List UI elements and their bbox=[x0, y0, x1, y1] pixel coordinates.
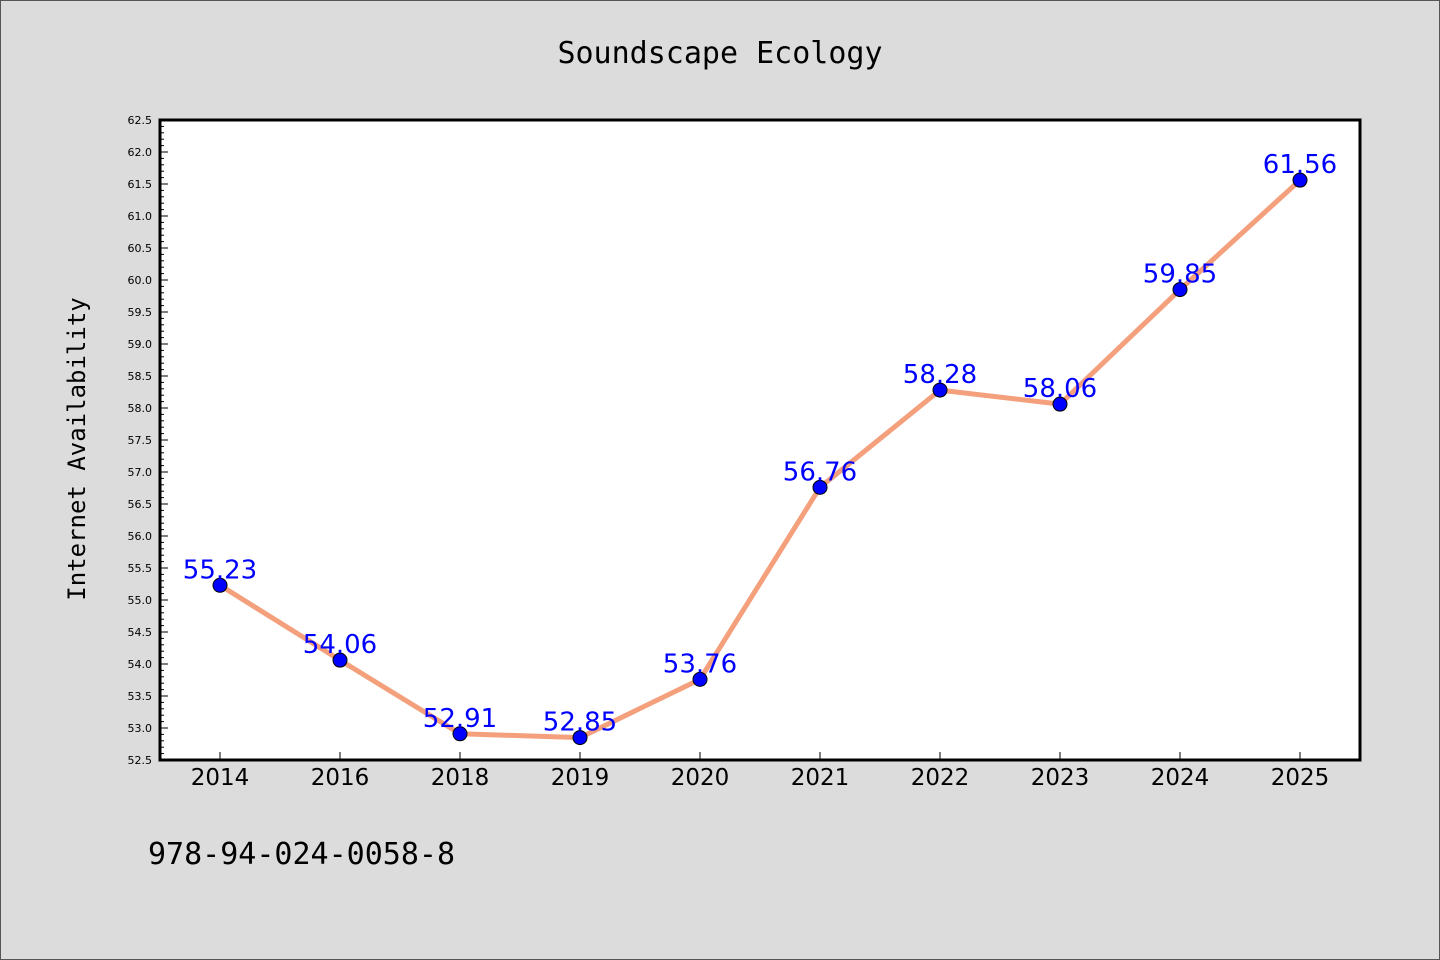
y-tick-label: 62.0 bbox=[128, 146, 153, 159]
data-label: 56.76 bbox=[783, 457, 857, 487]
footnote-isbn: 978-94-024-0058-8 bbox=[148, 837, 455, 872]
y-tick-label: 53.0 bbox=[128, 722, 153, 735]
y-axis-label: Internet Availability bbox=[63, 297, 91, 600]
y-tick-label: 62.5 bbox=[128, 114, 153, 127]
data-label: 52.91 bbox=[423, 704, 497, 734]
data-point bbox=[1172, 282, 1188, 298]
x-tick-label: 2022 bbox=[911, 765, 970, 791]
y-tick-label: 59.5 bbox=[128, 306, 153, 319]
y-tick-label: 54.5 bbox=[128, 626, 153, 639]
y-tick-label: 57.0 bbox=[128, 466, 153, 479]
x-tick-label: 2025 bbox=[1271, 765, 1330, 791]
y-tick-label: 55.5 bbox=[128, 562, 153, 575]
data-label: 53.76 bbox=[663, 649, 737, 679]
y-tick-label: 57.5 bbox=[128, 434, 153, 447]
data-point bbox=[1052, 396, 1068, 412]
data-label: 61.56 bbox=[1263, 150, 1337, 180]
y-tick-label: 60.5 bbox=[128, 242, 153, 255]
y-tick-label: 55.0 bbox=[128, 594, 153, 607]
y-tick-label: 60.0 bbox=[128, 274, 153, 287]
y-tick-label: 61.0 bbox=[128, 210, 153, 223]
y-tick-label: 54.0 bbox=[128, 658, 153, 671]
series-line bbox=[217, 177, 1303, 741]
data-label: 59.85 bbox=[1143, 260, 1217, 290]
y-axis-ticks: 52.5 53.0 53.5 54.0 54.5 55.0 55.5 56.0 56.5 57.0… bbox=[128, 114, 168, 767]
y-tick-label: 58.0 bbox=[128, 402, 153, 415]
y-tick-label: 61.5 bbox=[128, 178, 153, 191]
y-tick-label: 58.5 bbox=[128, 370, 153, 383]
plot-border bbox=[158, 118, 1362, 762]
data-point bbox=[572, 730, 588, 746]
data-label: 55.23 bbox=[183, 555, 257, 585]
y-tick-label: 56.0 bbox=[128, 530, 153, 543]
x-axis-ticks: 2014 2016 2018 2019 2020 2021 2022 2023 2024 2025 bbox=[191, 752, 1330, 791]
data-markers bbox=[212, 172, 1308, 746]
y-tick-label: 56.5 bbox=[128, 498, 153, 511]
x-tick-label: 2020 bbox=[671, 765, 730, 791]
x-tick-label: 2023 bbox=[1031, 765, 1090, 791]
data-label: 54.06 bbox=[303, 630, 377, 660]
data-point bbox=[932, 382, 948, 398]
data-point bbox=[692, 671, 708, 687]
x-tick-label: 2018 bbox=[431, 765, 490, 791]
data-point bbox=[332, 652, 348, 668]
data-label: 58.28 bbox=[903, 360, 977, 390]
data-point bbox=[212, 577, 228, 593]
chart-title: Soundscape Ecology bbox=[557, 36, 882, 71]
x-tick-label: 2014 bbox=[191, 765, 250, 791]
data-labels: 55.23 54.06 52.91 52.85 53.76 56.76 58.28 58.06… bbox=[183, 150, 1337, 737]
y-tick-label: 52.5 bbox=[128, 754, 153, 767]
x-tick-label: 2021 bbox=[791, 765, 850, 791]
data-point bbox=[1292, 172, 1308, 188]
plot-area bbox=[160, 120, 1360, 760]
y-tick-label: 53.5 bbox=[128, 690, 153, 703]
data-label: 52.85 bbox=[543, 708, 617, 738]
x-tick-label: 2019 bbox=[551, 765, 610, 791]
data-point bbox=[452, 726, 468, 742]
y-tick-label: 59.0 bbox=[128, 338, 153, 351]
data-point bbox=[812, 479, 828, 495]
data-label: 58.06 bbox=[1023, 374, 1097, 404]
x-tick-label: 2016 bbox=[311, 765, 370, 791]
x-tick-label: 2024 bbox=[1151, 765, 1210, 791]
